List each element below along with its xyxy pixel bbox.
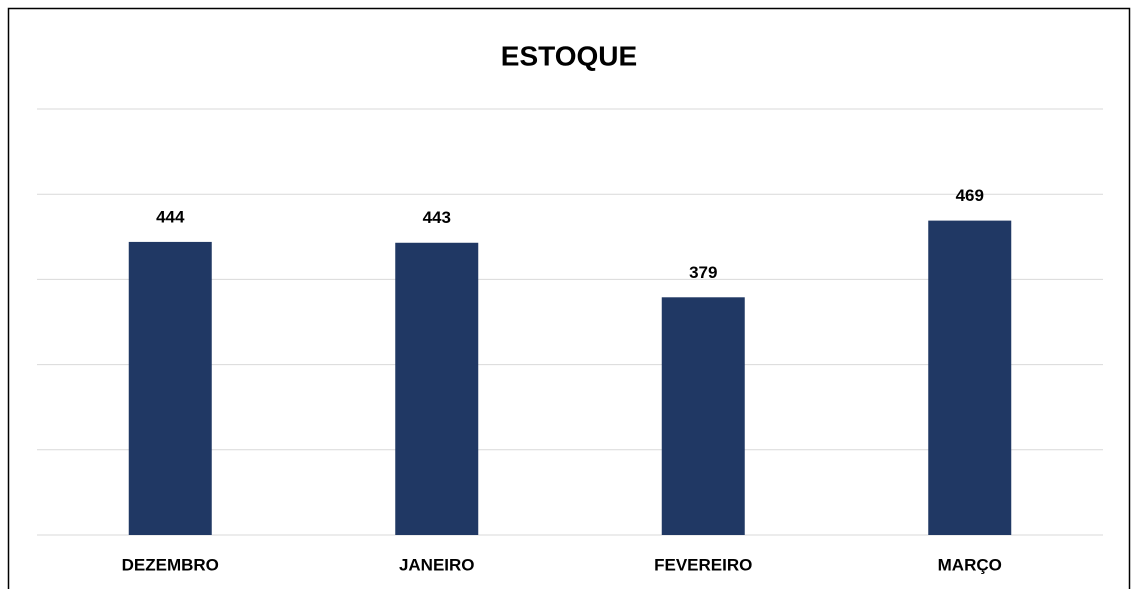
- bar: [928, 220, 1012, 535]
- x-tick-label: MARÇO: [938, 555, 1002, 574]
- x-tick-label: FEVEREIRO: [654, 555, 752, 574]
- bar: [661, 297, 745, 535]
- x-tick-label: JANEIRO: [399, 555, 475, 574]
- x-tick-label: DEZEMBRO: [122, 555, 219, 574]
- bar: [128, 241, 212, 536]
- chart-title: ESTOQUE: [501, 40, 637, 71]
- data-label: 443: [423, 208, 451, 227]
- data-label: 469: [956, 186, 984, 205]
- data-label: 379: [689, 263, 717, 282]
- data-label: 444: [156, 207, 185, 226]
- bar: [395, 242, 479, 536]
